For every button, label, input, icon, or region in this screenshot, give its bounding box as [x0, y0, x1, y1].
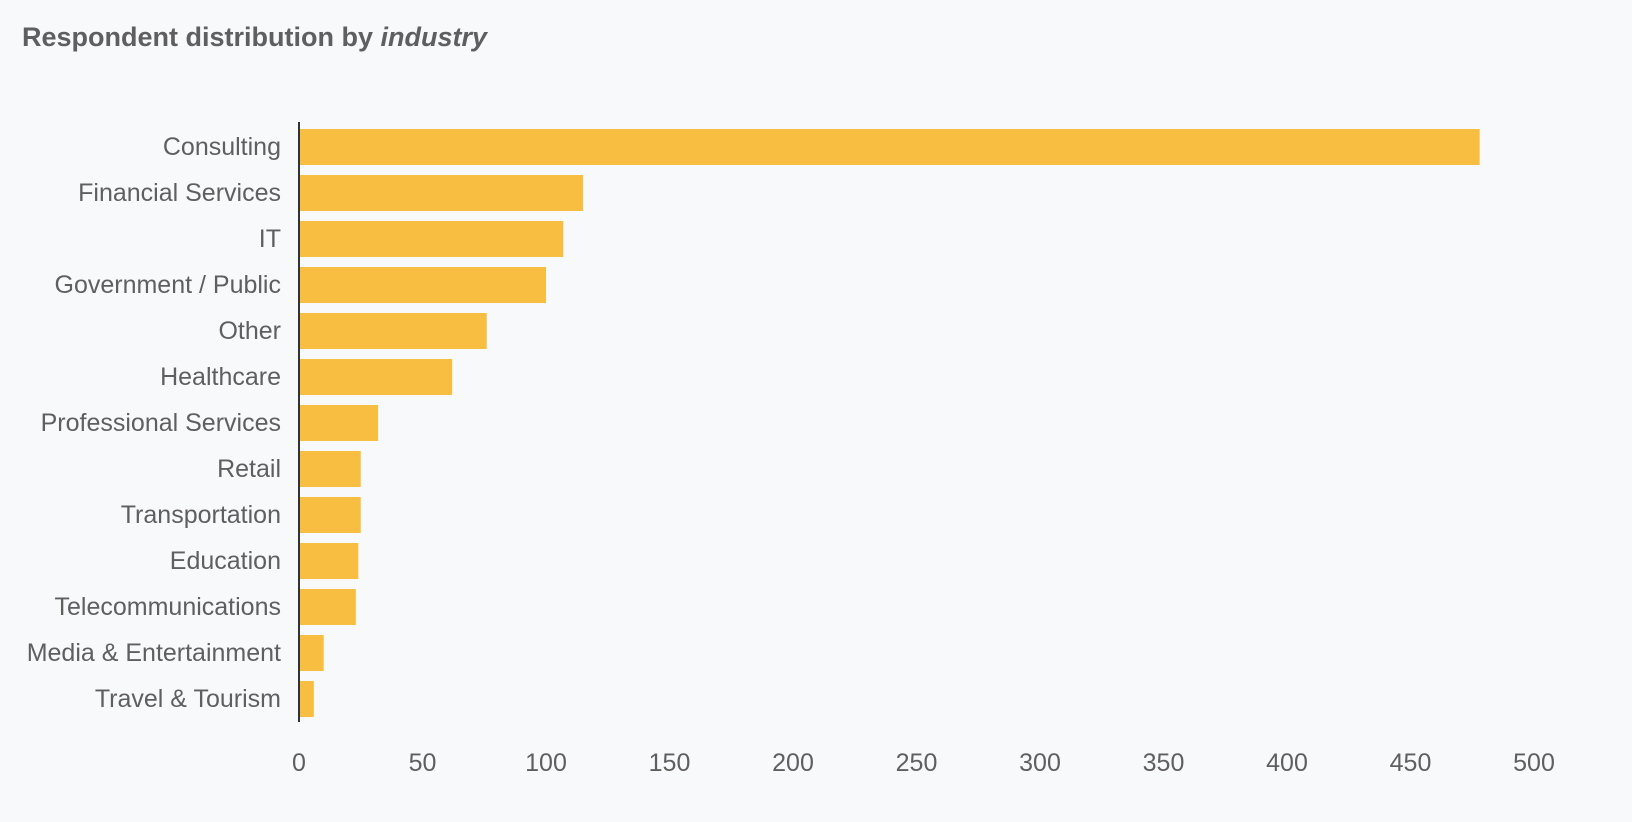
chart-title-prefix: Respondent distribution by [22, 22, 381, 52]
x-tick-label: 450 [1390, 749, 1432, 777]
category-label: Media & Entertainment [27, 639, 281, 667]
category-label: Education [170, 547, 281, 575]
chart-title: Respondent distribution by industry [22, 22, 487, 53]
bar [299, 451, 361, 487]
bar [299, 497, 361, 533]
bar [299, 543, 359, 579]
category-label: Healthcare [160, 363, 281, 391]
bar [299, 589, 356, 625]
category-label: IT [259, 225, 281, 253]
category-labels: Consulting Financial Services IT Government… [27, 133, 281, 713]
bar [299, 313, 487, 349]
x-tick-label: 400 [1266, 749, 1308, 777]
x-tick-label: 100 [525, 749, 567, 777]
category-label: Travel & Tourism [95, 685, 281, 713]
chart-title-emphasis: industry [380, 22, 488, 52]
category-label: Professional Services [41, 409, 281, 437]
bar [299, 267, 546, 303]
category-label: Other [218, 317, 281, 345]
x-tick-label: 250 [896, 749, 938, 777]
x-axis-ticks: 0 50 100 150 200 250 300 350 400 450 500 [292, 749, 1555, 777]
x-tick-label: 300 [1019, 749, 1061, 777]
x-tick-label: 150 [649, 749, 691, 777]
x-tick-label: 350 [1143, 749, 1185, 777]
category-label: Consulting [163, 133, 281, 161]
category-label: Financial Services [78, 179, 281, 207]
bar [299, 405, 379, 441]
category-label: Telecommunications [55, 593, 282, 621]
bar [299, 635, 324, 671]
category-label: Transportation [121, 501, 281, 529]
category-label: Retail [217, 455, 281, 483]
x-tick-label: 500 [1513, 749, 1555, 777]
x-tick-label: 0 [292, 749, 306, 777]
bar [299, 129, 1480, 165]
x-tick-label: 50 [409, 749, 437, 777]
category-label: Government / Public [55, 271, 282, 299]
bar [299, 221, 564, 257]
bar [299, 175, 584, 211]
bar [299, 681, 314, 717]
x-tick-label: 200 [772, 749, 814, 777]
bars-layer [299, 129, 1480, 717]
bar [299, 359, 453, 395]
